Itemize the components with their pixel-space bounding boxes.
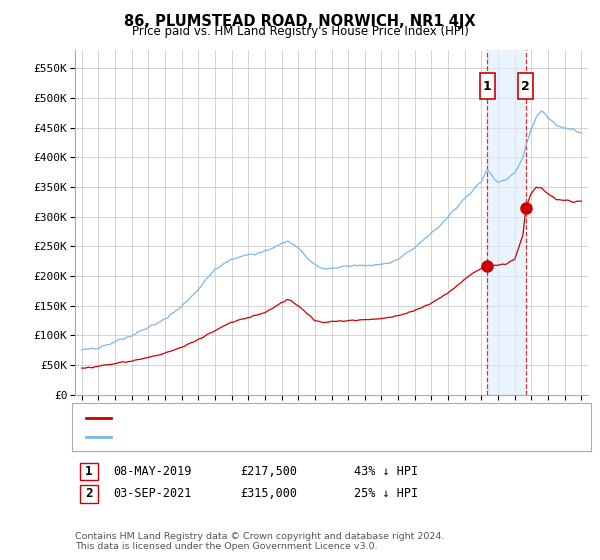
Text: 03-SEP-2021: 03-SEP-2021 bbox=[113, 487, 191, 501]
Text: 2: 2 bbox=[521, 80, 530, 92]
Text: 1: 1 bbox=[483, 80, 491, 92]
Text: 2: 2 bbox=[85, 487, 92, 501]
Text: 86, PLUMSTEAD ROAD, NORWICH, NR1 4JX: 86, PLUMSTEAD ROAD, NORWICH, NR1 4JX bbox=[124, 14, 476, 29]
Text: Price paid vs. HM Land Registry's House Price Index (HPI): Price paid vs. HM Land Registry's House … bbox=[131, 25, 469, 38]
Text: 08-MAY-2019: 08-MAY-2019 bbox=[113, 465, 191, 478]
Bar bbox=[487, 50, 526, 395]
Text: 25% ↓ HPI: 25% ↓ HPI bbox=[354, 487, 418, 501]
FancyBboxPatch shape bbox=[480, 73, 495, 99]
Text: 43% ↓ HPI: 43% ↓ HPI bbox=[354, 465, 418, 478]
Text: Contains HM Land Registry data © Crown copyright and database right 2024.
This d: Contains HM Land Registry data © Crown c… bbox=[75, 532, 445, 552]
FancyBboxPatch shape bbox=[518, 73, 533, 99]
Text: £217,500: £217,500 bbox=[240, 465, 297, 478]
Text: £315,000: £315,000 bbox=[240, 487, 297, 501]
Text: HPI: Average price, detached house, Norwich: HPI: Average price, detached house, Norw… bbox=[117, 432, 364, 442]
Text: 86, PLUMSTEAD ROAD, NORWICH, NR1 4JX (detached house): 86, PLUMSTEAD ROAD, NORWICH, NR1 4JX (de… bbox=[117, 413, 451, 423]
Text: 1: 1 bbox=[85, 465, 92, 478]
